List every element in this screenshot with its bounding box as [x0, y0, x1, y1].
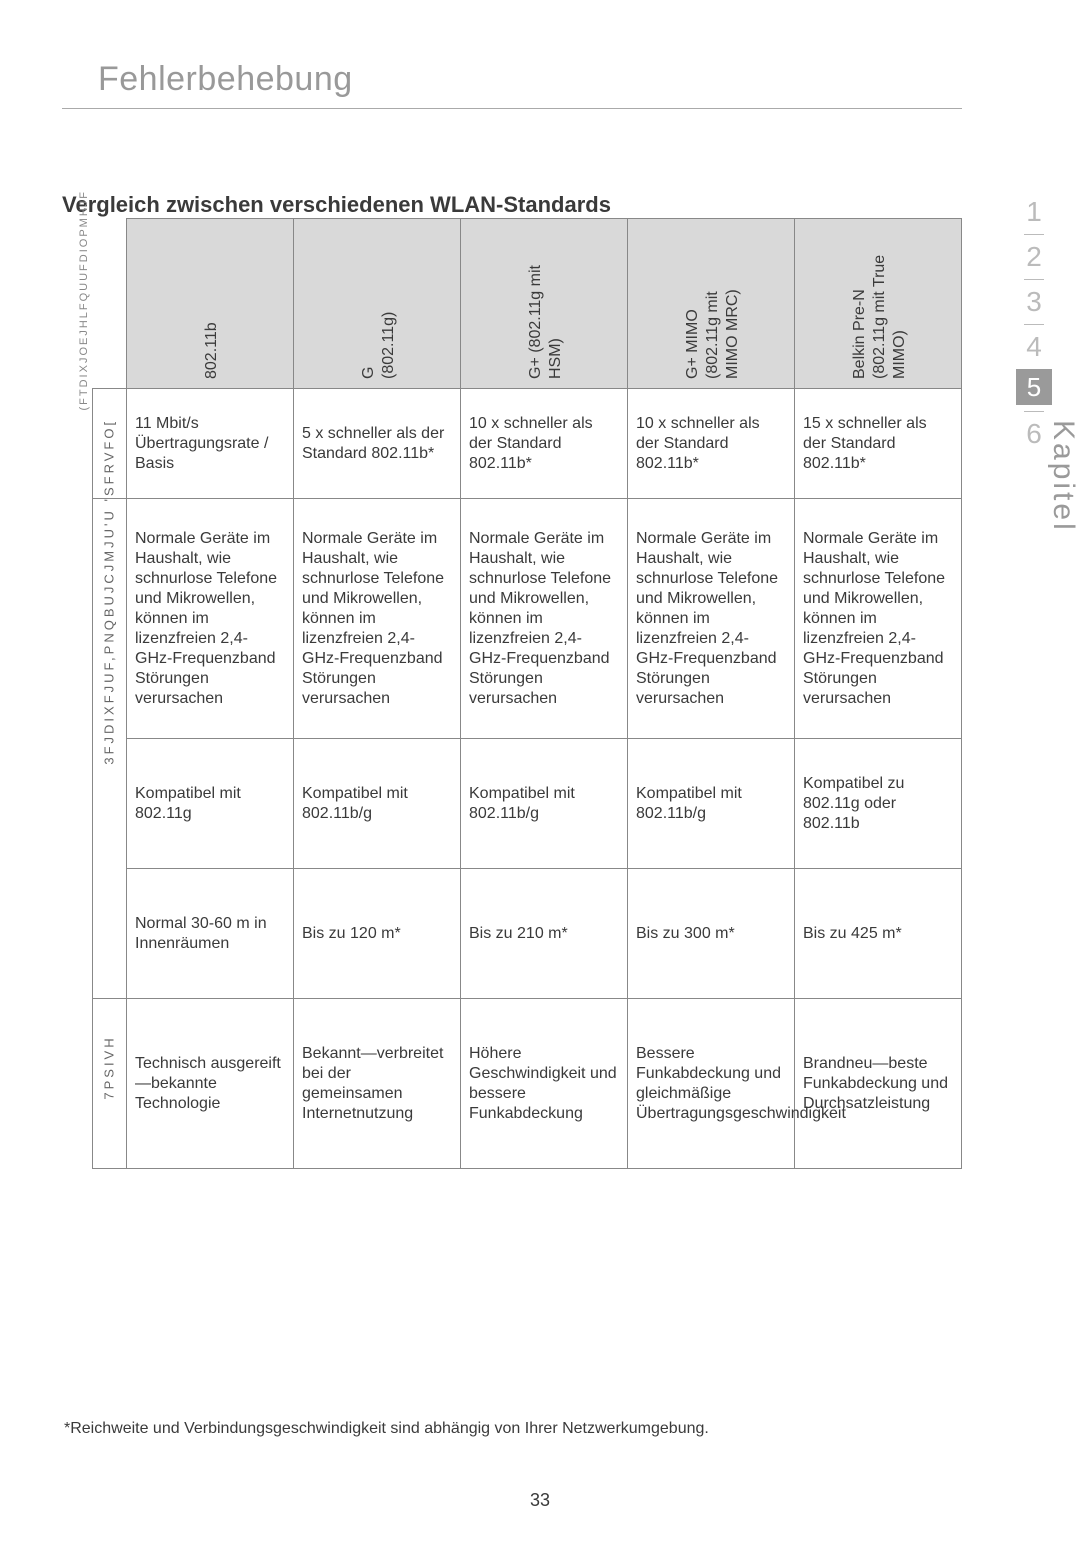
chapter-nav-item-1[interactable]: 1	[1012, 196, 1056, 228]
table-row-range: Normal 30-60 m in Innenräumen Bis zu 120…	[93, 869, 962, 999]
col-header-0: 802.11b	[127, 219, 294, 389]
chapter-nav-item-2[interactable]: 2	[1012, 241, 1056, 273]
cell: Kompatibel zu 802.11g oder 802.11b	[795, 739, 962, 869]
cell: Bis zu 210 m*	[461, 869, 628, 999]
col-header-label: G+ MIMO(802.11g mitMIMO MRC)	[683, 219, 743, 389]
cell: Höhere Geschwindigkeit und bessere Funka…	[461, 999, 628, 1169]
col-header-label: G(802.11g)	[359, 219, 399, 389]
row-label-text: 3FJDIXFJUF,PNQBUJCJMJU'U 'SFRVFO[	[101, 732, 117, 765]
chapter-nav-item-3[interactable]: 3	[1012, 286, 1056, 318]
cell: Bekannt—verbreitet bei der gemeinsamen I…	[294, 999, 461, 1169]
cell: Technisch ausgereift—bekannte Technologi…	[127, 999, 294, 1169]
footnote: *Reichweite und Verbindungsgeschwindigke…	[64, 1420, 709, 1438]
table-header-row: 802.11b G(802.11g) G+ (802.11g mitHSM) G…	[93, 219, 962, 389]
title-divider	[62, 108, 962, 109]
cell: Bessere Funkabdeckung und gleichmäßige Ü…	[628, 999, 795, 1169]
col-header-3: G+ MIMO(802.11g mitMIMO MRC)	[628, 219, 795, 389]
col-header-1: G(802.11g)	[294, 219, 461, 389]
cell: Normale Geräte im Haushalt, wie schnurlo…	[461, 499, 628, 739]
table-row-advantage: 7PSIVH Technisch ausgereift—bekannte Tec…	[93, 999, 962, 1169]
page-title: Fehlerbehebung	[98, 60, 353, 99]
side-vertical-code: (FTDIXJOEJHLFQUUFDIOPMHJF	[78, 190, 90, 411]
cell: 10 x schneller als der Standard 802.11b*	[628, 389, 795, 499]
chapter-nav-item-5-active[interactable]: 5	[1016, 369, 1052, 405]
cell: Normale Geräte im Haushalt, wie schnurlo…	[795, 499, 962, 739]
col-header-label: Belkin Pre-N(802.11g mit TrueMIMO)	[850, 219, 910, 389]
cell: Bis zu 300 m*	[628, 869, 795, 999]
chapter-nav: 1 2 3 4 5 6	[1012, 190, 1056, 456]
nav-sep	[1024, 411, 1044, 412]
col-header-4: Belkin Pre-N(802.11g mit TrueMIMO)	[795, 219, 962, 389]
subheading: Vergleich zwischen verschiedenen WLAN-St…	[62, 192, 611, 218]
cell: 5 x schneller als der Standard 802.11b*	[294, 389, 461, 499]
nav-sep	[1024, 234, 1044, 235]
cell: Normal 30-60 m in Innenräumen	[127, 869, 294, 999]
row-label-advantage: 7PSIVH	[93, 999, 127, 1169]
kapitel-label: Kapitel	[1046, 420, 1080, 533]
nav-sep	[1024, 279, 1044, 280]
col-header-2: G+ (802.11g mitHSM)	[461, 219, 628, 389]
chapter-nav-item-4[interactable]: 4	[1012, 331, 1056, 363]
comparison-table-wrap: 802.11b G(802.11g) G+ (802.11g mitHSM) G…	[92, 218, 962, 1169]
cell: 15 x schneller als der Standard 802.11b*	[795, 389, 962, 499]
cell: 11 Mbit/s Übertragungsrate / Basis	[127, 389, 294, 499]
table-row-compat: Kompatibel mit 802.11g Kompatibel mit 80…	[93, 739, 962, 869]
cell: Kompatibel mit 802.11g	[127, 739, 294, 869]
corner-blank	[93, 219, 127, 389]
cell: Normale Geräte im Haushalt, wie schnurlo…	[628, 499, 795, 739]
cell: 10 x schneller als der Standard 802.11b*	[461, 389, 628, 499]
table-row-interference: 3FJDIXFJUF,PNQBUJCJMJU'U 'SFRVFO[ Normal…	[93, 499, 962, 739]
cell: Bis zu 120 m*	[294, 869, 461, 999]
table-row-speed: 11 Mbit/s Übertragungsrate / Basis 5 x s…	[93, 389, 962, 499]
page-number: 33	[530, 1490, 550, 1511]
cell: Kompatibel mit 802.11b/g	[628, 739, 795, 869]
cell: Bis zu 425 m*	[795, 869, 962, 999]
cell: Normale Geräte im Haushalt, wie schnurlo…	[294, 499, 461, 739]
cell: Kompatibel mit 802.11b/g	[294, 739, 461, 869]
nav-sep	[1024, 324, 1044, 325]
row-label-mid: 3FJDIXFJUF,PNQBUJCJMJU'U 'SFRVFO[	[93, 499, 127, 999]
col-header-label: G+ (802.11g mitHSM)	[526, 219, 566, 389]
row-label-text: 7PSIVH	[101, 1067, 117, 1100]
cell: Normale Geräte im Haushalt, wie schnurlo…	[127, 499, 294, 739]
cell: Brandneu—beste Funkabdeckung und Durchsa…	[795, 999, 962, 1169]
col-header-label: 802.11b	[202, 219, 222, 389]
comparison-table: 802.11b G(802.11g) G+ (802.11g mitHSM) G…	[92, 218, 962, 1169]
cell: Kompatibel mit 802.11b/g	[461, 739, 628, 869]
